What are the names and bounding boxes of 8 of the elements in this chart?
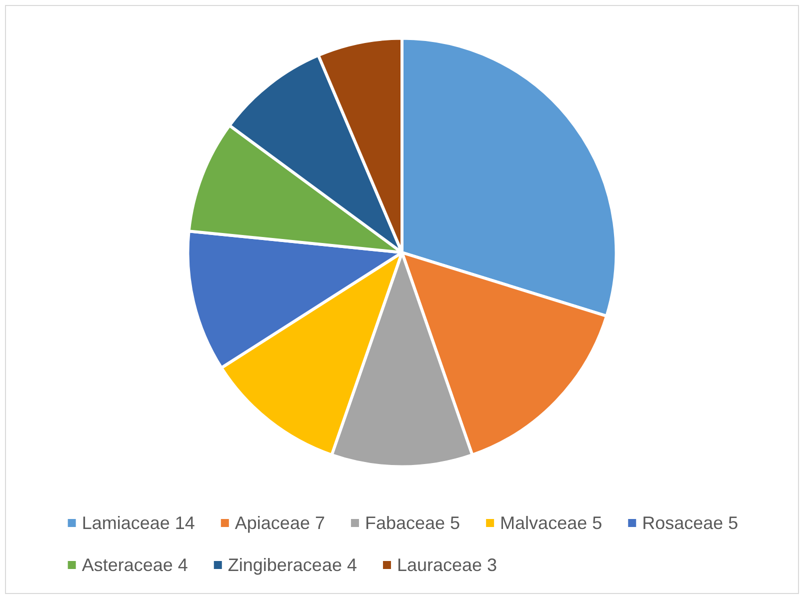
- legend-label: Fabaceae 5: [364, 513, 460, 533]
- legend-label: Rosaceae 5: [642, 513, 738, 533]
- legend-label: Apiaceae 7: [234, 513, 325, 533]
- legend-label: Malvaceae 5: [500, 513, 602, 533]
- legend-label: Lamiaceae 14: [82, 513, 195, 533]
- legend-label: Zingiberaceae 4: [228, 555, 357, 575]
- legend-label: Asteraceae 4: [82, 555, 188, 575]
- legend-label: Lauraceae 3: [396, 555, 498, 575]
